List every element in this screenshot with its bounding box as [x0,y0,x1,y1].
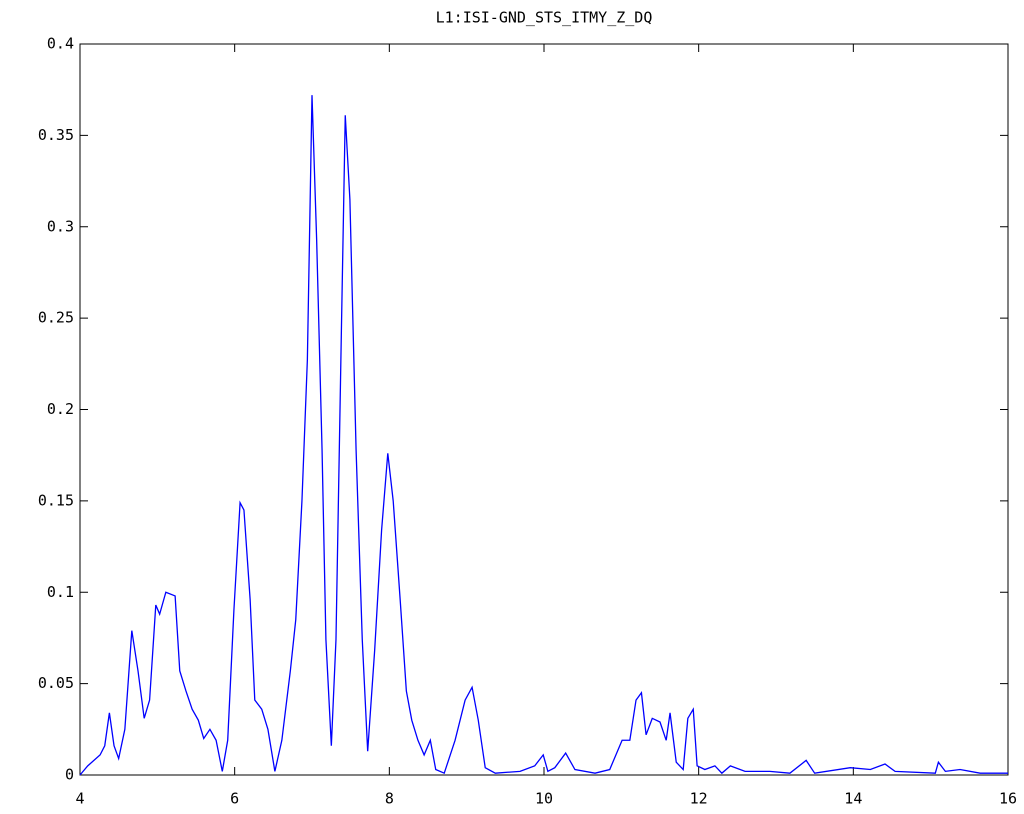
x-tick-label: 8 [385,790,394,808]
x-tick-label: 6 [230,790,239,808]
y-tick-label: 0 [65,766,74,784]
data-line [79,95,1008,776]
y-tick-label: 0.05 [38,674,74,692]
y-tick-label: 0.35 [38,126,74,144]
y-tick-label: 0.4 [47,35,74,53]
x-tick-label: 12 [690,790,708,808]
x-tick-label: 16 [999,790,1017,808]
y-tick-label: 0.15 [38,491,74,509]
x-tick-label: 10 [535,790,553,808]
chart-title: L1:ISI-GND_STS_ITMY_Z_DQ [436,9,653,27]
y-tick-label: 0.1 [47,583,74,601]
y-tick-label: 0.2 [47,400,74,418]
y-tick-label: 0.3 [47,217,74,235]
y-tick-label: 0.25 [38,309,74,327]
x-tick-label: 14 [844,790,862,808]
x-tick-label: 4 [75,790,84,808]
